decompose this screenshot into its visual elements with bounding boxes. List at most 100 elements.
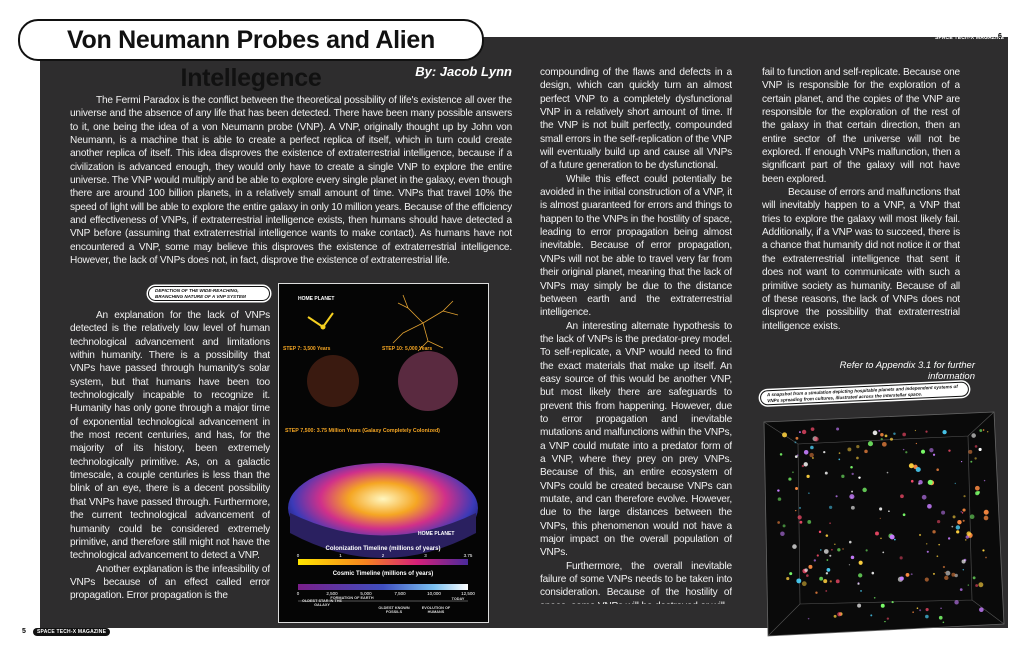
star (792, 471, 794, 474)
label: HOME PLANET (298, 296, 335, 302)
star (813, 559, 817, 562)
star (942, 621, 945, 624)
star (878, 429, 881, 432)
event-label: OLDEST STAR IN THE GALAXY (301, 599, 342, 607)
star (910, 479, 914, 483)
star (780, 531, 785, 536)
star (955, 525, 961, 530)
star (851, 490, 853, 493)
column: An explanation for the lack of VNPs dete… (70, 309, 270, 604)
star (918, 533, 922, 537)
star (891, 600, 894, 604)
tick-label: 3 (424, 553, 427, 558)
star (902, 513, 906, 517)
star (824, 471, 828, 475)
star (954, 482, 956, 485)
paragraph: Another explanation is the infeasibility… (70, 563, 270, 602)
star (807, 520, 812, 524)
title: Von Neumann Probes and Alien Intellegenc… (18, 19, 484, 92)
star (808, 492, 810, 494)
star (841, 474, 845, 478)
star (961, 559, 966, 564)
star (945, 570, 951, 576)
star (974, 485, 980, 491)
star (961, 512, 964, 514)
star (902, 448, 905, 451)
star (835, 579, 840, 584)
star (886, 617, 890, 620)
star (798, 506, 802, 510)
star (932, 453, 936, 456)
star (857, 603, 862, 608)
star (889, 534, 895, 540)
figure-frame (278, 283, 489, 623)
tick-label: 5,000 (360, 591, 372, 596)
star (865, 549, 868, 552)
star (838, 458, 841, 461)
star (777, 521, 780, 524)
tick-label: 0 (296, 553, 300, 558)
star (921, 494, 927, 500)
star (944, 575, 949, 581)
planet-dot (320, 324, 326, 330)
star (796, 578, 802, 584)
star (983, 509, 989, 515)
star (849, 494, 855, 500)
star (983, 479, 986, 482)
star (972, 576, 976, 580)
star (825, 590, 828, 592)
tick-label: 3.75 (463, 553, 473, 558)
column: fail to function and self-replicate. Bec… (762, 66, 960, 336)
star (960, 460, 963, 463)
star (938, 615, 943, 620)
star (969, 514, 975, 520)
galaxy-edge (290, 513, 476, 558)
star (838, 452, 841, 454)
paragraph: Because of errors and malfunctions that … (762, 187, 960, 332)
star (952, 515, 956, 519)
star (929, 448, 934, 453)
star (850, 505, 855, 510)
star (795, 509, 797, 512)
star (789, 572, 793, 576)
paragraph: While this effect could potentially be a… (540, 173, 732, 319)
star (970, 460, 973, 463)
star (962, 508, 966, 512)
star (966, 531, 972, 536)
star (831, 548, 833, 551)
star (810, 445, 814, 450)
label: Colonization Timeline (millions of years… (325, 546, 441, 552)
star (962, 519, 965, 522)
figure-vnp-spread (278, 283, 489, 623)
star (801, 464, 805, 468)
star (956, 530, 960, 534)
star-field (777, 427, 989, 624)
star (867, 441, 874, 447)
page-number: 5 (22, 628, 26, 635)
star (871, 571, 875, 575)
star (926, 550, 929, 553)
star (983, 515, 989, 521)
star (881, 441, 887, 447)
star (894, 538, 896, 541)
star (848, 540, 852, 544)
star (797, 454, 799, 456)
star (829, 522, 831, 524)
star (837, 548, 841, 552)
star (915, 466, 921, 473)
star (974, 457, 977, 460)
star (982, 549, 985, 552)
tick-label: 2 (381, 553, 385, 558)
star (834, 543, 836, 545)
label: STEP 7: 3,500 Years (283, 346, 331, 352)
step-cluster (307, 355, 359, 407)
step-cluster (398, 351, 458, 411)
star (818, 530, 822, 534)
star (856, 456, 859, 460)
paragraph: fail to function and self-replicate. Bec… (762, 67, 960, 185)
star (794, 455, 798, 458)
star (927, 503, 932, 509)
star (823, 450, 826, 454)
star (811, 457, 814, 459)
